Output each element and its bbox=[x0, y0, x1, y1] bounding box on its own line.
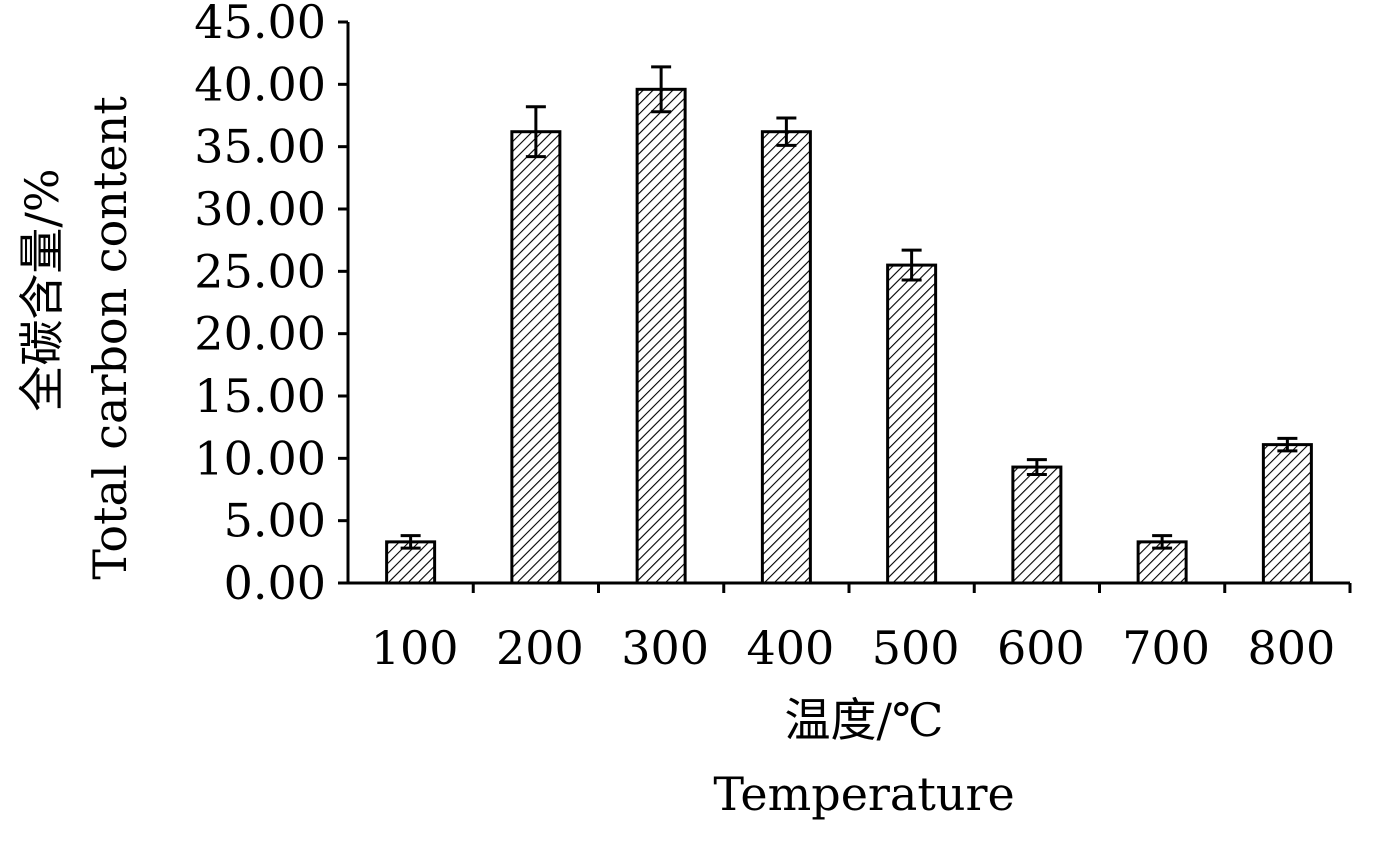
y-axis-ticks bbox=[338, 20, 348, 585]
y-axis-title-en: Total carbon content bbox=[83, 96, 137, 580]
y-tick-label: 20.00 bbox=[194, 307, 326, 361]
bar-300 bbox=[635, 87, 687, 585]
bar-800 bbox=[1261, 443, 1313, 585]
x-axis-title-cn: 温度/℃ bbox=[785, 693, 944, 747]
x-axis-tick-labels: 100 200 300 400 500 600 700 800 bbox=[371, 621, 1336, 675]
y-tick-label: 30.00 bbox=[194, 182, 326, 236]
y-tick-label: 35.00 bbox=[194, 120, 326, 174]
x-axis-title-en: Temperature bbox=[713, 767, 1014, 821]
x-tick-label: 800 bbox=[1247, 621, 1335, 675]
bar-400 bbox=[760, 130, 812, 585]
y-tick-label: 45.00 bbox=[194, 0, 326, 49]
x-tick-label: 500 bbox=[872, 621, 960, 675]
bars bbox=[385, 87, 1313, 585]
y-tick-label: 25.00 bbox=[194, 244, 326, 298]
y-tick-label: 15.00 bbox=[194, 369, 326, 423]
bar-200 bbox=[510, 130, 562, 585]
x-tick-label: 700 bbox=[1122, 621, 1210, 675]
x-tick-label: 400 bbox=[746, 621, 834, 675]
y-tick-label: 5.00 bbox=[224, 494, 326, 548]
x-tick-label: 200 bbox=[496, 621, 584, 675]
error-bars bbox=[400, 65, 1298, 550]
x-tick-label: 300 bbox=[621, 621, 709, 675]
y-axis-title-cn: 全碳含量/% bbox=[15, 168, 69, 411]
y-axis-tick-labels: 0.00 5.00 10.00 15.00 20.00 25.00 30.00 35.00 40… bbox=[194, 0, 326, 610]
y-tick-label: 0.00 bbox=[224, 556, 326, 610]
bar-500 bbox=[886, 263, 938, 585]
x-tick-label: 100 bbox=[371, 621, 459, 675]
bar-600 bbox=[1011, 465, 1063, 585]
x-axis-ticks bbox=[471, 583, 1352, 593]
y-tick-label: 10.00 bbox=[194, 431, 326, 485]
y-tick-label: 40.00 bbox=[194, 57, 326, 111]
x-tick-label: 600 bbox=[997, 621, 1085, 675]
